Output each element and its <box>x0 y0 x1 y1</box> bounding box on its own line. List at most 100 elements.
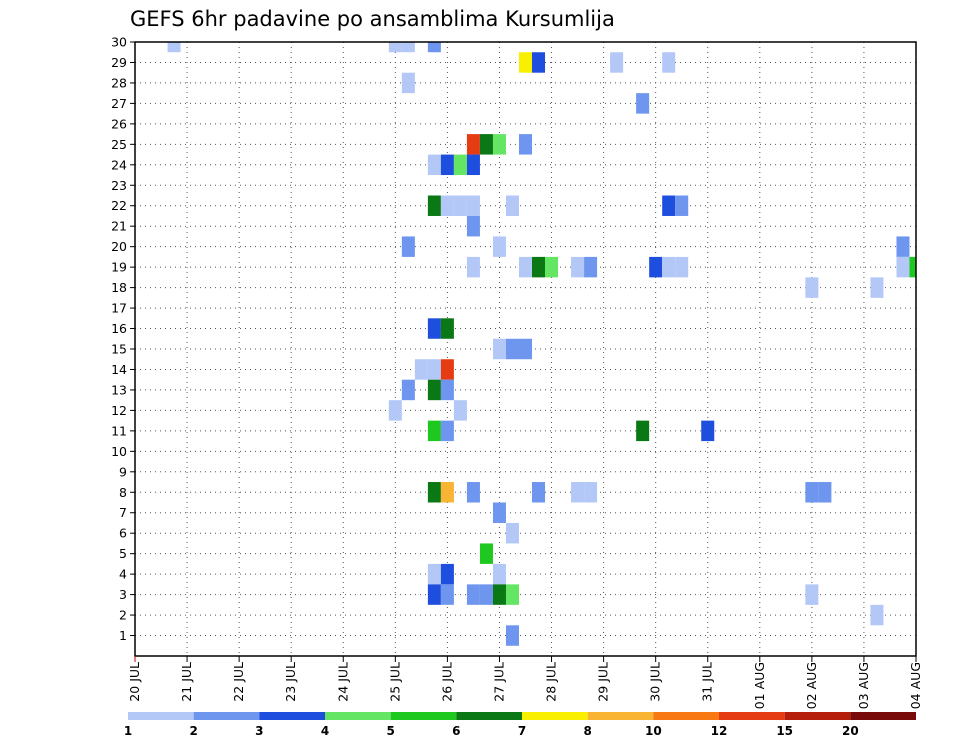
y-tick-label: 24 <box>111 157 127 172</box>
legend-label: 12 <box>711 724 728 738</box>
data-cell <box>466 215 480 237</box>
data-cell <box>492 584 506 605</box>
data-cell <box>571 256 585 278</box>
legend-label: 8 <box>583 724 591 738</box>
data-cell <box>870 604 884 626</box>
y-tick-label: 17 <box>111 301 127 316</box>
y-tick-label: 30 <box>111 35 127 50</box>
data-cell <box>401 72 415 94</box>
data-cell <box>427 584 441 605</box>
data-cell <box>662 52 676 73</box>
data-cell <box>492 502 506 523</box>
legend-label: 15 <box>776 724 793 738</box>
y-tick-label: 4 <box>119 567 127 582</box>
x-tick-label: 03 AUG <box>856 662 871 709</box>
x-tick-label: 04 AUG <box>908 662 923 709</box>
legend-swatch <box>128 712 194 720</box>
data-cell <box>440 379 454 401</box>
legend-swatch <box>259 712 325 720</box>
legend-label: 5 <box>386 724 394 738</box>
x-tick-label: 31 JUL <box>700 662 715 702</box>
y-axis: 1234567891011121314151617181920212223242… <box>111 35 135 643</box>
data-cells <box>167 42 916 646</box>
legend-swatch <box>390 712 457 720</box>
data-cell <box>440 195 454 216</box>
data-cell <box>440 584 454 605</box>
y-tick-label: 22 <box>111 198 127 213</box>
y-tick-label: 25 <box>111 137 127 152</box>
data-cell <box>532 256 546 278</box>
data-cell <box>505 625 519 646</box>
data-cell <box>532 52 546 73</box>
y-tick-label: 1 <box>119 628 127 643</box>
x-tick-label: 20 JUL <box>127 662 142 702</box>
y-tick-label: 11 <box>111 423 127 438</box>
data-cell <box>492 134 506 155</box>
data-cell <box>388 400 402 421</box>
legend-swatch <box>325 712 391 720</box>
data-cell <box>610 52 624 73</box>
data-cell <box>492 338 506 360</box>
legend-label: 4 <box>321 724 329 738</box>
data-cell <box>818 482 832 503</box>
x-axis: 20 JUL 21 JUL 22 JUL 23 JUL 24 JUL 25 JUL 26 J… <box>127 656 923 709</box>
data-cell <box>401 236 415 257</box>
color-legend: 1 2 3 4 5 6 7 8 10 12 15 20 <box>124 712 916 738</box>
y-tick-label: 27 <box>111 96 127 111</box>
y-tick-label: 2 <box>119 608 127 623</box>
data-cell <box>466 584 480 605</box>
data-cell <box>571 482 585 503</box>
y-tick-label: 7 <box>119 505 127 520</box>
data-cell <box>427 420 441 442</box>
data-cell <box>584 482 598 503</box>
data-cell <box>453 195 467 216</box>
legend-swatch <box>653 712 719 720</box>
data-cell <box>662 256 676 278</box>
data-cell <box>518 134 533 155</box>
y-tick-label: 9 <box>119 464 127 479</box>
data-cell <box>466 154 480 176</box>
data-cell <box>505 195 519 216</box>
data-cell <box>466 134 480 155</box>
data-cell <box>440 482 454 503</box>
data-cell <box>896 256 910 278</box>
data-cell <box>427 42 441 53</box>
legend-swatch <box>850 712 916 720</box>
data-cell <box>427 154 441 176</box>
x-tick-label: 29 JUL <box>596 662 611 702</box>
data-cell <box>870 277 884 298</box>
data-cell <box>427 482 441 503</box>
data-cell <box>427 318 441 339</box>
data-cell <box>545 256 559 278</box>
data-cell <box>167 42 181 53</box>
data-cell <box>636 420 650 442</box>
y-tick-label: 28 <box>111 75 127 90</box>
data-cell <box>532 482 546 503</box>
data-cell <box>453 154 467 176</box>
y-tick-label: 29 <box>111 55 127 70</box>
y-tick-label: 26 <box>111 116 127 131</box>
y-tick-label: 18 <box>111 280 127 295</box>
chart-title: GEFS 6hr padavine po ansamblima Kursumli… <box>130 7 615 31</box>
y-tick-label: 13 <box>111 382 127 397</box>
x-tick-label: 23 JUL <box>283 662 298 702</box>
data-cell <box>427 379 441 401</box>
legend-swatch <box>456 712 522 720</box>
y-tick-label: 8 <box>119 485 127 500</box>
data-cell <box>505 584 519 605</box>
x-tick-label: 24 JUL <box>335 662 350 702</box>
data-cell <box>479 134 493 155</box>
data-cell <box>427 195 441 216</box>
data-cell <box>401 42 415 53</box>
data-cell <box>466 195 480 216</box>
data-cell <box>440 563 454 585</box>
x-tick-label: 01 AUG <box>752 662 767 709</box>
y-tick-label: 14 <box>111 362 127 377</box>
y-tick-label: 6 <box>119 526 127 541</box>
x-tick-label: 28 JUL <box>544 662 559 702</box>
data-cell <box>805 482 819 503</box>
x-tick-label: 30 JUL <box>648 662 663 702</box>
y-tick-label: 5 <box>119 546 127 561</box>
y-tick-label: 10 <box>111 444 127 459</box>
